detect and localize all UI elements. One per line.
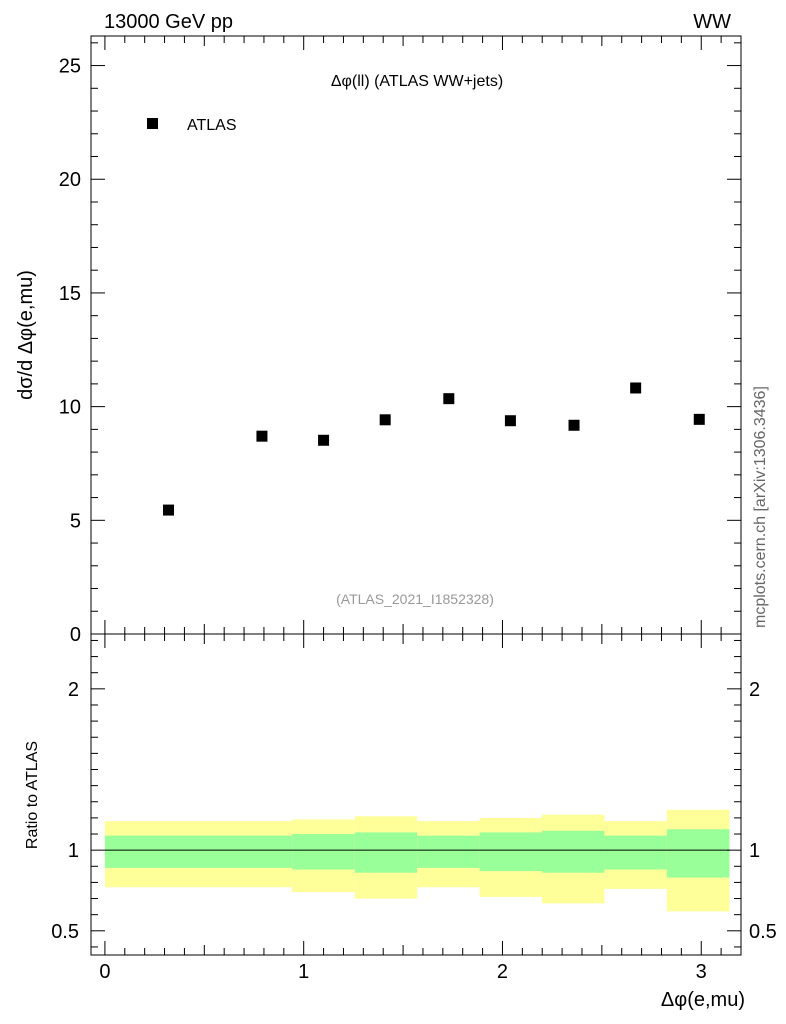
ratio-y-tick-label-right: 1	[749, 840, 760, 862]
main-y-tick-label: 10	[59, 397, 81, 419]
x-tick-label: 1	[298, 961, 309, 983]
main-y-tick-label: 5	[70, 510, 81, 532]
x-axis-label: Δφ(e,mu)	[661, 989, 745, 1011]
data-point	[504, 415, 516, 427]
main-y-tick-label: 20	[59, 169, 81, 191]
main-y-tick-label: 0	[70, 624, 81, 646]
x-tick-label: 3	[696, 961, 707, 983]
main-ticks: 0 5 10 15 20 25	[59, 36, 741, 646]
x-tick-label: 2	[497, 961, 508, 983]
ratio-plot: 0.5 0.5 1 1 2 2 0 1 2 3 Ratio to ATLAS Δφ(e,mu)	[24, 633, 777, 1011]
data-point	[443, 393, 455, 405]
data-point	[693, 413, 705, 425]
side-credit: mcplots.cern.ch [arXiv:1306.3436]	[752, 386, 769, 628]
ratio-ticks: 0.5 0.5 1 1 2 2 0 1 2 3	[51, 634, 777, 983]
analysis-tag: (ATLAS_2021_I1852328)	[336, 591, 494, 607]
ratio-y-tick-label-right: 0.5	[749, 921, 777, 943]
ratio-bands	[104, 809, 730, 912]
data-point	[256, 430, 268, 442]
main-y-tick-label: 15	[59, 283, 81, 305]
ratio-green-band	[479, 832, 543, 872]
ratio-y-tick-label: 1	[68, 840, 79, 862]
ratio-plot-frame	[90, 633, 742, 956]
header-right: WW	[693, 11, 731, 33]
legend-label: ATLAS	[187, 117, 237, 134]
ratio-y-tick-label-right: 2	[749, 679, 760, 701]
ratio-green-band	[354, 832, 418, 873]
ratio-y-axis-label: Ratio to ATLAS	[24, 741, 41, 849]
main-markers	[163, 382, 705, 516]
ratio-y-tick-label: 0.5	[51, 921, 79, 943]
data-point	[630, 382, 642, 394]
data-point	[318, 434, 330, 446]
ratio-green-band	[104, 835, 293, 868]
data-point	[379, 414, 391, 426]
header-left: 13000 GeV pp	[104, 11, 233, 33]
ratio-green-band	[292, 834, 355, 870]
ratio-green-band	[666, 829, 730, 878]
y-axis-label: dσ/d Δφ(e,mu)	[15, 270, 37, 400]
plot-title: Δφ(ll) (ATLAS WW+jets)	[331, 73, 503, 90]
legend-marker	[147, 118, 158, 129]
data-point	[568, 419, 580, 431]
x-tick-label: 0	[99, 961, 110, 983]
ratio-green-band	[604, 835, 667, 870]
ratio-y-tick-label: 2	[68, 679, 79, 701]
ratio-green-band	[542, 830, 605, 873]
ratio-green-band	[417, 835, 480, 868]
data-point	[163, 504, 175, 516]
main-y-tick-label: 25	[59, 56, 81, 78]
